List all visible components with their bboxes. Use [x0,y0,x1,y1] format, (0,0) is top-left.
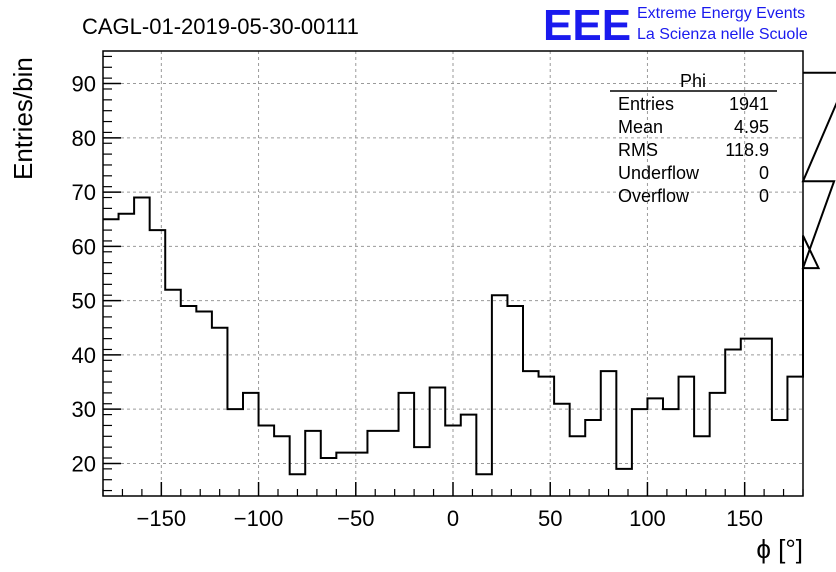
x-tick-label: −100 [234,506,284,531]
stats-underflow-value: 0 [759,163,769,183]
stats-entries-label: Entries [618,94,674,114]
x-tick-label: 150 [726,506,763,531]
stats-overflow-value: 0 [759,186,769,206]
histogram-line [103,71,836,476]
stats-box: Phi Entries 1941 Mean 4.95 RMS 118.9 Und… [610,71,777,206]
x-axis-label: ϕ [°] [756,534,803,564]
y-tick-label: 70 [72,180,96,205]
x-tick-label: −50 [337,506,374,531]
stats-title: Phi [680,71,706,91]
stats-underflow-label: Underflow [618,163,700,183]
y-tick-label: 40 [72,343,96,368]
y-tick-label: 50 [72,289,96,314]
stats-mean-label: Mean [618,117,663,137]
x-tick-label: 0 [447,506,459,531]
y-tick-label: 60 [72,234,96,259]
stats-mean-value: 4.95 [734,117,769,137]
grid-lines [103,51,803,496]
axis-ticks [102,55,804,496]
y-tick-label: 80 [72,126,96,151]
stats-entries-value: 1941 [729,94,769,114]
eee-logo-letters: EEE [543,1,631,50]
y-tick-labels: 20 30 40 50 60 70 80 90 [72,72,96,477]
chart-title: CAGL-01-2019-05-30-00111 [82,14,359,39]
stats-rms-label: RMS [618,140,658,160]
y-tick-label: 20 [72,451,96,476]
x-tick-label: 100 [629,506,666,531]
y-tick-label: 90 [72,72,96,97]
stats-overflow-label: Overflow [618,186,690,206]
x-tick-label: −150 [137,506,187,531]
eee-logo: EEE Extreme Energy Events La Scienza nel… [543,1,808,50]
eee-logo-line1: Extreme Energy Events [637,5,805,22]
eee-logo-line2: La Scienza nelle Scuole [637,26,808,43]
x-tick-labels: −150 −100 −50 0 50 100 150 [137,506,763,531]
stats-rms-value: 118.9 [725,140,769,160]
x-tick-label: 50 [538,506,562,531]
y-axis-label: Entries/bin [8,57,38,180]
y-tick-label: 30 [72,397,96,422]
